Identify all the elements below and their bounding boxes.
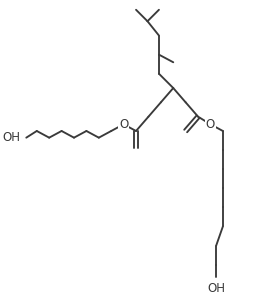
Text: OH: OH (207, 282, 225, 295)
Text: OH: OH (2, 131, 21, 144)
Text: O: O (119, 118, 128, 131)
Text: O: O (206, 118, 215, 131)
